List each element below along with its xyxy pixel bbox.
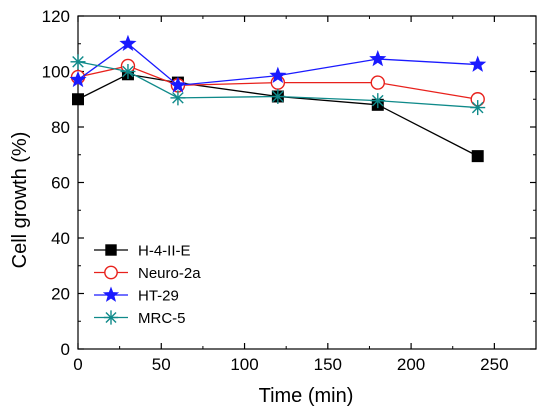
legend-item-h-4-ii-e: H-4-II-E: [94, 243, 191, 260]
legend-item-mrc-5: MRC-5: [94, 310, 186, 327]
legend-marker: [102, 286, 120, 302]
data-point-mrc-5: [270, 88, 286, 104]
data-point-mrc-5: [70, 54, 86, 70]
asterisk-stroke: [471, 101, 484, 114]
data-point-neuro-2a: [370, 75, 385, 90]
data-point-ht-29: [469, 55, 487, 72]
legend-marker: [105, 244, 117, 256]
series-line-mrc-5: [77, 61, 478, 109]
y-tick-label: 60: [51, 174, 70, 193]
legend-item-neuro-2a: Neuro-2a: [94, 265, 201, 282]
legend-label: MRC-5: [138, 310, 186, 327]
legend-label: H-4-II-E: [138, 243, 191, 260]
x-tick-label: 200: [397, 355, 425, 374]
x-tick-label: 0: [73, 355, 82, 374]
asterisk-stroke: [72, 55, 84, 68]
data-point-h-4-ii-e: [72, 93, 84, 106]
data-point-mrc-5: [370, 93, 386, 109]
series-layer: [69, 34, 487, 163]
legend-item-ht-29: HT-29: [94, 286, 179, 305]
x-tick-label: 100: [230, 355, 258, 374]
asterisk-stroke: [272, 90, 284, 103]
data-point-ht-29: [169, 76, 187, 93]
data-point-ht-29: [369, 50, 387, 67]
y-tick-label: 40: [51, 229, 70, 248]
data-point-mrc-5: [470, 100, 486, 116]
x-tick-label: 250: [480, 355, 508, 374]
legend: H-4-II-E Neuro-2a HT-29 MRC-5: [94, 243, 201, 327]
y-axis-title: Cell growth (%): [9, 132, 31, 269]
x-tick-label: 50: [152, 355, 171, 374]
y-tick-label: 80: [51, 118, 70, 137]
series-mrc-5: [70, 54, 486, 116]
asterisk-stroke: [371, 94, 384, 107]
axis-ticks: 0 50 100 150 200 250 0 20 40 60 80 100 120: [42, 7, 536, 374]
series-line-neuro-2a: [77, 65, 478, 100]
series-line-ht-29: [77, 42, 478, 87]
series-ht-29: [69, 34, 487, 93]
y-tick-label: 20: [51, 285, 70, 304]
x-tick-label: 150: [314, 355, 342, 374]
data-point-ht-29: [269, 66, 287, 83]
data-point-mrc-5: [120, 64, 136, 79]
series-line-h-4-ii-e: [77, 73, 479, 157]
legend-marker: [104, 265, 118, 280]
data-point-ht-29: [119, 34, 137, 52]
legend-marker: [103, 310, 119, 325]
data-point-mrc-5: [170, 90, 186, 106]
asterisk-stroke: [122, 65, 134, 78]
asterisk-stroke: [105, 311, 117, 324]
y-tick-label: 120: [42, 7, 70, 26]
legend-label: Neuro-2a: [138, 265, 201, 282]
asterisk-stroke: [172, 92, 184, 104]
y-tick-label: 100: [42, 63, 70, 82]
x-axis-title: Time (min): [259, 385, 354, 407]
data-point-ht-29: [69, 70, 87, 88]
data-point-h-4-ii-e: [471, 150, 484, 163]
legend-label: HT-29: [138, 288, 179, 305]
y-tick-label: 0: [61, 340, 70, 359]
